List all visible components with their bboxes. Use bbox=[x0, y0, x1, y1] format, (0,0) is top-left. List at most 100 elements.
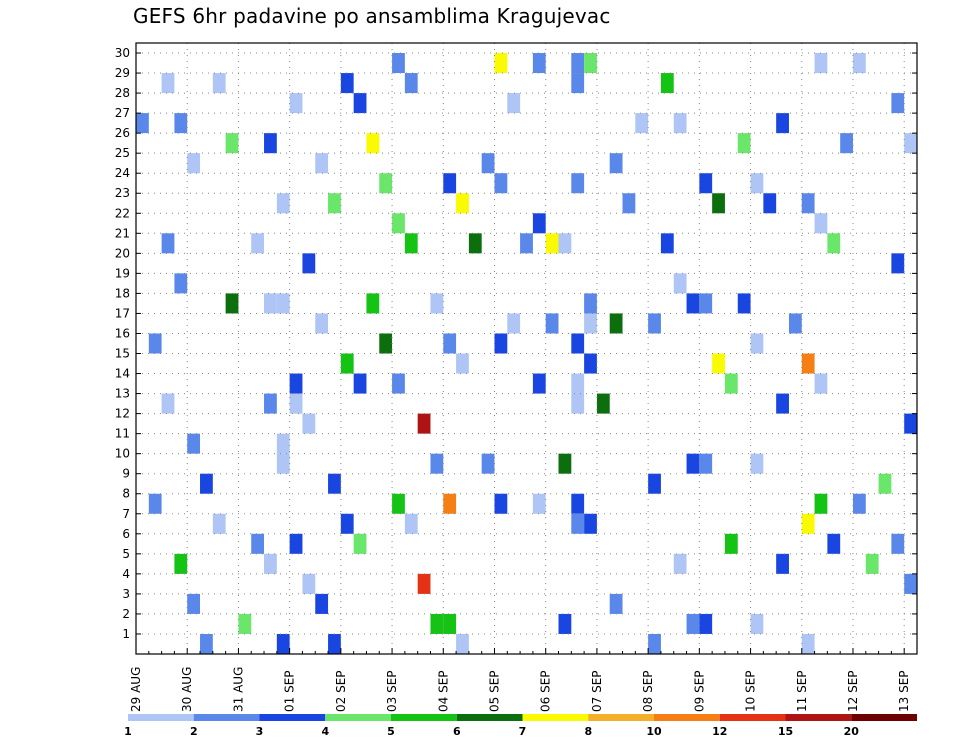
heatmap-cell bbox=[443, 333, 457, 354]
heatmap-cell bbox=[366, 133, 380, 154]
colorbar-swatch bbox=[456, 714, 523, 721]
heatmap-cell bbox=[660, 73, 674, 94]
heatmap-cell bbox=[571, 53, 585, 74]
heatmap-cell bbox=[148, 333, 162, 354]
heatmap-cell bbox=[443, 493, 457, 514]
heatmap-cell bbox=[904, 133, 917, 154]
heatmap-cell bbox=[584, 53, 597, 74]
heatmap-cell bbox=[648, 313, 661, 334]
heatmap-cell bbox=[289, 373, 303, 394]
heatmap-cell bbox=[776, 553, 789, 574]
y-tick-label: 18 bbox=[115, 286, 130, 300]
heatmap-cell bbox=[302, 413, 316, 434]
heatmap-cell bbox=[264, 393, 277, 414]
heatmap-cell bbox=[379, 333, 393, 354]
heatmap-cell bbox=[353, 373, 367, 394]
heatmap-cell bbox=[302, 253, 316, 274]
heatmap-cell bbox=[200, 473, 213, 494]
plot-frame bbox=[135, 42, 918, 655]
heatmap-cell bbox=[532, 373, 546, 394]
heatmap-cell bbox=[776, 113, 789, 134]
heatmap-cell bbox=[200, 633, 213, 654]
heatmap-cell bbox=[904, 573, 917, 594]
colorbar-label: 6 bbox=[453, 725, 461, 738]
y-tick-label: 27 bbox=[115, 106, 130, 120]
heatmap-cell bbox=[289, 393, 303, 414]
x-tick-label: 11 SEP bbox=[795, 670, 809, 712]
heatmap-cell bbox=[648, 473, 661, 494]
heatmap-cell bbox=[225, 133, 239, 154]
heatmap-cell bbox=[174, 553, 188, 574]
heatmap-cell bbox=[443, 173, 457, 194]
heatmap-cell bbox=[571, 393, 585, 414]
y-tick-label: 11 bbox=[115, 427, 130, 441]
heatmap-cell bbox=[494, 493, 508, 514]
y-tick-label: 30 bbox=[115, 46, 130, 60]
heatmap-cell bbox=[507, 93, 521, 114]
heatmap-cell bbox=[609, 313, 623, 334]
heatmap-cell bbox=[699, 453, 713, 474]
heatmap-cell bbox=[456, 193, 469, 214]
heatmap-cell bbox=[852, 493, 866, 514]
heatmap-cell bbox=[814, 53, 828, 74]
heatmap-cell bbox=[891, 253, 905, 274]
colorbar-swatch bbox=[522, 714, 589, 721]
colorbar-label: 5 bbox=[387, 725, 395, 738]
heatmap-cell bbox=[724, 533, 738, 554]
x-tick-label: 05 SEP bbox=[488, 670, 502, 712]
heatmap-cell bbox=[251, 533, 265, 554]
chart-title: GEFS 6hr padavine po ansamblima Kragujev… bbox=[133, 4, 611, 28]
y-tick-label: 9 bbox=[122, 467, 130, 481]
heatmap-cell bbox=[686, 613, 700, 634]
heatmap-cell bbox=[596, 393, 610, 414]
heatmap-cell bbox=[366, 293, 380, 314]
x-tick-label: 10 SEP bbox=[744, 670, 758, 712]
colorbar-swatch bbox=[391, 714, 457, 721]
heatmap-cell bbox=[353, 533, 367, 554]
heatmap-cell bbox=[801, 633, 815, 654]
heatmap-cell bbox=[340, 353, 354, 374]
colorbar-swatch bbox=[719, 714, 786, 721]
heatmap-cell bbox=[571, 373, 585, 394]
colorbar-swatch bbox=[259, 714, 326, 721]
colorbar-label: 8 bbox=[584, 725, 592, 738]
heatmap-cell bbox=[392, 493, 405, 514]
y-tick-label: 10 bbox=[115, 447, 130, 461]
heatmap-cell bbox=[353, 93, 367, 114]
heatmap-cell bbox=[660, 233, 674, 254]
y-tick-label: 15 bbox=[115, 347, 130, 361]
heatmap-cell bbox=[315, 313, 329, 334]
y-tick-label: 6 bbox=[122, 527, 130, 541]
heatmap-cell bbox=[507, 313, 521, 334]
colorbar-label: 15 bbox=[778, 725, 793, 738]
heatmap-cell bbox=[225, 293, 239, 314]
heatmap-cell bbox=[571, 73, 585, 94]
heatmap-cell bbox=[456, 353, 469, 374]
heatmap-cell bbox=[571, 493, 585, 514]
heatmap-cell bbox=[148, 493, 162, 514]
x-tick-label: 04 SEP bbox=[436, 670, 450, 712]
heatmap-cell bbox=[494, 53, 508, 74]
y-tick-label: 4 bbox=[122, 567, 130, 581]
heatmap-cell bbox=[635, 113, 649, 134]
heatmap-cell bbox=[404, 73, 418, 94]
heatmap-cell bbox=[673, 273, 687, 294]
x-tick-label: 09 SEP bbox=[692, 670, 706, 712]
y-tick-label: 13 bbox=[115, 387, 130, 401]
y-tick-label: 19 bbox=[115, 266, 130, 280]
heatmap-cell bbox=[161, 73, 175, 94]
colorbar-label: 4 bbox=[321, 725, 329, 738]
x-tick-label: 08 SEP bbox=[641, 670, 655, 712]
heatmap-cell bbox=[302, 573, 316, 594]
colorbar-swatch bbox=[851, 714, 917, 721]
x-tick-label: 13 SEP bbox=[897, 670, 911, 712]
heatmap-cell bbox=[532, 53, 546, 74]
x-tick-label: 12 SEP bbox=[846, 670, 860, 712]
y-tick-label: 12 bbox=[115, 407, 130, 421]
heatmap-cell bbox=[264, 133, 277, 154]
heatmap-cell bbox=[417, 573, 431, 594]
heatmap-cell bbox=[801, 513, 815, 534]
heatmap-cell bbox=[737, 133, 751, 154]
heatmap-cell bbox=[699, 293, 713, 314]
heatmap-cell bbox=[289, 93, 303, 114]
